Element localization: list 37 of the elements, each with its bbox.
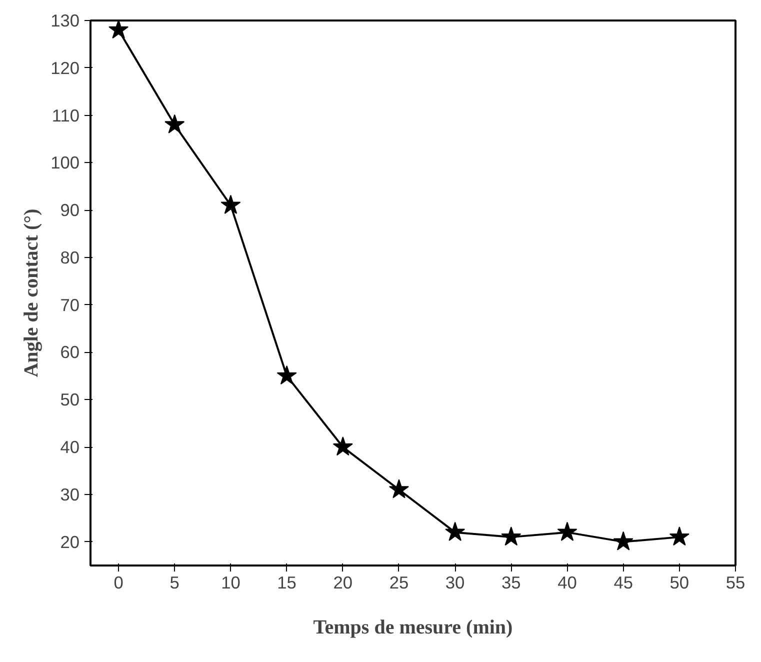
x-tick-label: 20 bbox=[333, 572, 353, 592]
point bbox=[108, 20, 129, 39]
x-tick-label: 55 bbox=[726, 572, 746, 592]
x-tick-label: 25 bbox=[389, 572, 409, 592]
y-tick-label: 120 bbox=[50, 58, 80, 78]
x-tick-label: 40 bbox=[558, 572, 577, 592]
point bbox=[501, 526, 522, 546]
y-tick-label: 50 bbox=[60, 390, 80, 410]
x-tick-label: 50 bbox=[670, 572, 690, 592]
x-tick-label: 30 bbox=[445, 572, 465, 592]
y-tick-label: 100 bbox=[50, 152, 80, 173]
point bbox=[557, 522, 578, 541]
point bbox=[669, 526, 690, 546]
x-tick-label: 45 bbox=[614, 572, 633, 592]
y-tick-label: 70 bbox=[60, 294, 80, 315]
y-tick-label: 60 bbox=[60, 342, 80, 362]
point bbox=[220, 194, 241, 214]
y-tick-label: 40 bbox=[60, 437, 80, 458]
y-tick-label: 130 bbox=[50, 10, 80, 30]
point bbox=[613, 531, 634, 550]
point bbox=[164, 114, 185, 134]
x-tick-label: 0 bbox=[114, 572, 124, 592]
x-axis-title: Temps de mesure (min) bbox=[313, 616, 513, 638]
point bbox=[388, 479, 409, 498]
y-tick-label: 90 bbox=[60, 200, 80, 220]
point bbox=[445, 522, 466, 541]
y-axis-title: Angle de contact (°) bbox=[20, 208, 43, 378]
x-tick-label: 10 bbox=[221, 572, 240, 592]
y-tick-label: 110 bbox=[52, 105, 80, 126]
x-tick-label: 35 bbox=[502, 572, 521, 592]
x-tick-label: 5 bbox=[170, 572, 180, 592]
x-tick-label: 15 bbox=[277, 572, 296, 592]
y-tick-label: 30 bbox=[60, 484, 80, 504]
y-tick-label: 20 bbox=[60, 532, 80, 552]
point bbox=[276, 365, 297, 385]
y-tick-label: 80 bbox=[60, 247, 80, 268]
point bbox=[332, 436, 353, 456]
